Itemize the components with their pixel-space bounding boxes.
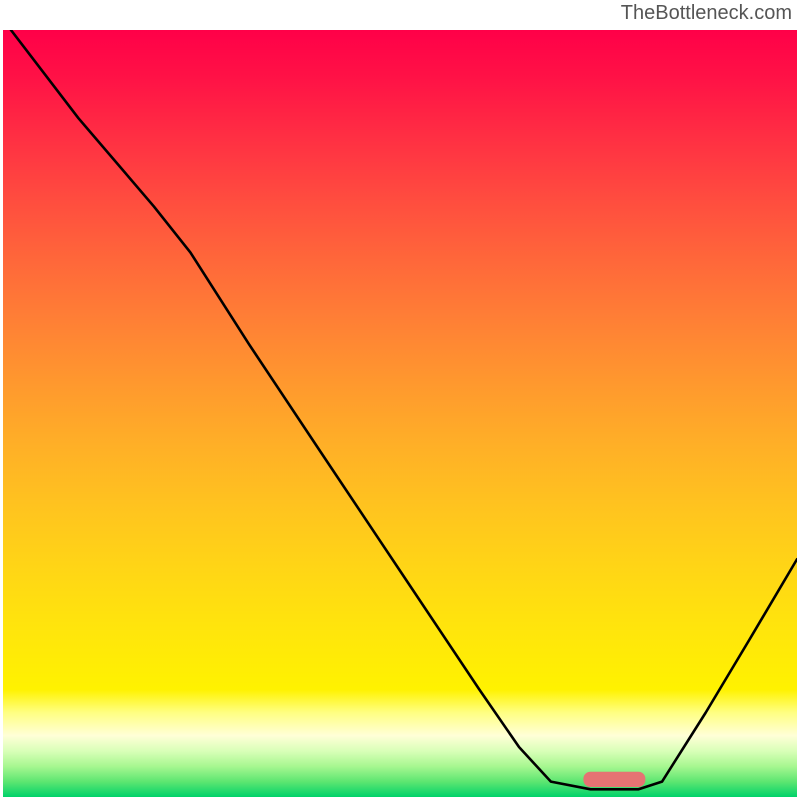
chart-background [3, 30, 797, 797]
bottleneck-chart [3, 30, 797, 797]
watermark-text: TheBottleneck.com [621, 2, 792, 25]
target-marker [583, 772, 645, 787]
chart-svg [3, 30, 797, 797]
